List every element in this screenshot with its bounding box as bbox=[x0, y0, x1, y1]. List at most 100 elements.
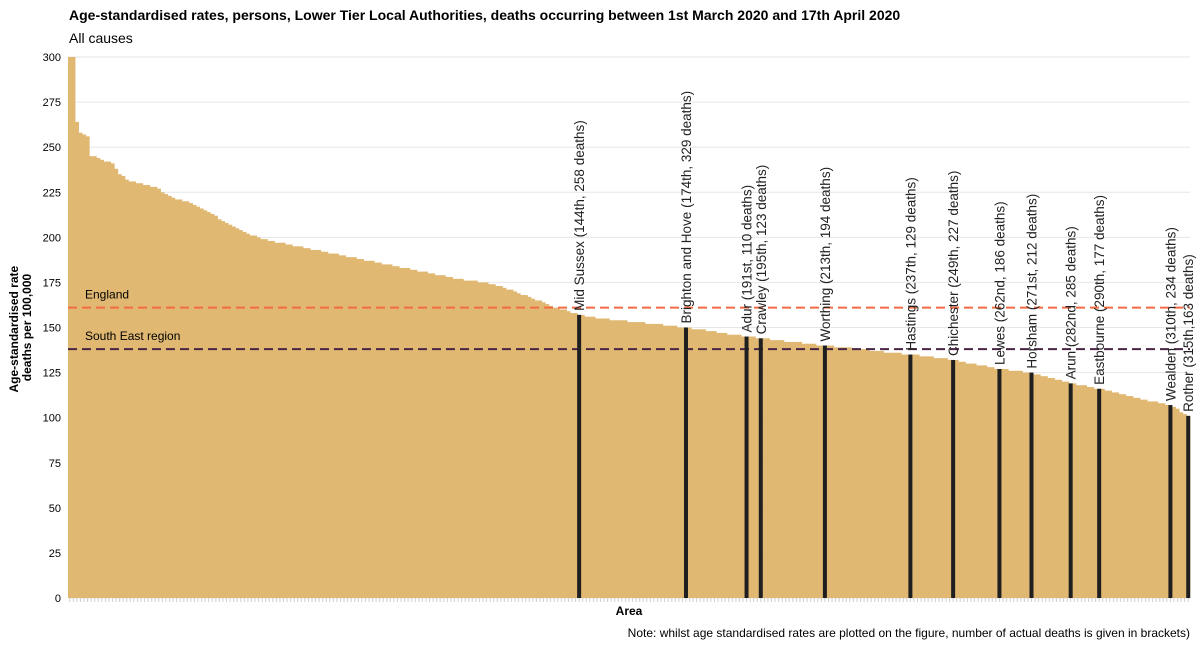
area-bar bbox=[103, 161, 108, 599]
area-bar bbox=[922, 356, 927, 598]
highlighted-bar bbox=[758, 338, 763, 598]
area-bar bbox=[320, 251, 325, 598]
area-bar bbox=[677, 327, 681, 598]
area-bar bbox=[352, 257, 357, 598]
area-bar bbox=[1051, 377, 1055, 598]
area-bar bbox=[331, 253, 336, 598]
area-bar bbox=[413, 269, 418, 598]
area-bar bbox=[1104, 390, 1109, 598]
area-bar bbox=[498, 286, 503, 598]
area-bar bbox=[634, 322, 639, 598]
y-axis-title-line-2: deaths per 100,000 bbox=[20, 273, 34, 381]
y-tick-label: 275 bbox=[43, 97, 61, 109]
highlighted-bar bbox=[908, 354, 913, 598]
area-bar bbox=[912, 354, 917, 598]
y-axis-title-line-1: Age-standardised rate bbox=[7, 265, 21, 392]
area-bar bbox=[114, 168, 119, 598]
area-bar bbox=[602, 318, 607, 598]
area-bar bbox=[445, 277, 450, 598]
area-bar bbox=[598, 318, 603, 598]
area-bar bbox=[481, 282, 486, 598]
area-bar bbox=[812, 343, 817, 598]
area-bar bbox=[263, 239, 268, 599]
area-bar bbox=[840, 347, 845, 598]
area-bar bbox=[894, 352, 899, 598]
area-bar bbox=[178, 199, 183, 599]
area-bar bbox=[434, 275, 439, 598]
area-bar bbox=[206, 212, 211, 598]
area-bar bbox=[734, 334, 738, 598]
area-bar bbox=[630, 322, 635, 598]
area-bar bbox=[488, 284, 493, 598]
area-bar bbox=[174, 199, 179, 599]
area-bar bbox=[1179, 412, 1184, 598]
y-axis-tick-labels: 0 25 50 75 100 125 150 175 200 225 250 275 300 bbox=[43, 52, 61, 605]
area-bar bbox=[805, 343, 810, 598]
area-bar bbox=[876, 350, 881, 598]
area-bar bbox=[972, 363, 977, 598]
area-bar bbox=[466, 280, 471, 598]
area-bar bbox=[100, 159, 104, 599]
y-tick-label: 250 bbox=[43, 142, 61, 154]
y-tick-label: 0 bbox=[55, 593, 61, 605]
highlighted-bar-label: Worthing (213th, 194 deaths) bbox=[818, 167, 833, 342]
area-bar bbox=[937, 358, 941, 598]
area-bar bbox=[545, 304, 550, 598]
area-bar bbox=[940, 358, 945, 598]
area-bar bbox=[798, 341, 803, 598]
area-bar bbox=[990, 367, 995, 598]
area-bar bbox=[463, 280, 468, 598]
area-bar bbox=[755, 338, 760, 598]
highlighted-bar bbox=[1068, 383, 1073, 598]
area-bar bbox=[1026, 372, 1031, 598]
y-tick-label: 50 bbox=[49, 503, 61, 515]
area-bar bbox=[773, 340, 778, 598]
area-bar bbox=[609, 320, 614, 598]
area-bar bbox=[335, 253, 340, 598]
highlighted-bar bbox=[744, 336, 749, 598]
area-bar bbox=[929, 356, 934, 598]
area-bar bbox=[1129, 396, 1134, 598]
area-bar bbox=[121, 176, 126, 598]
highlighted-bar bbox=[577, 314, 582, 598]
area-bar bbox=[374, 262, 379, 598]
area-bar bbox=[1086, 387, 1091, 598]
area-bar bbox=[520, 295, 525, 598]
area-bar bbox=[1008, 370, 1013, 598]
area-bar bbox=[82, 134, 87, 598]
area-bar bbox=[780, 340, 785, 598]
area-bar bbox=[570, 313, 575, 598]
area-bar bbox=[637, 322, 642, 598]
highlighted-bar bbox=[951, 359, 956, 598]
y-tick-label: 125 bbox=[43, 368, 61, 380]
area-bar bbox=[958, 361, 963, 598]
area-bar bbox=[591, 316, 596, 598]
area-bar bbox=[616, 320, 621, 598]
y-tick-label: 25 bbox=[49, 548, 61, 560]
area-bar bbox=[96, 157, 101, 598]
area-bar bbox=[338, 255, 343, 598]
area-bar bbox=[196, 206, 201, 598]
area-bar bbox=[716, 332, 721, 598]
area-bar bbox=[249, 235, 254, 598]
area-bar bbox=[367, 260, 372, 598]
area-bar bbox=[438, 275, 443, 598]
area-bar bbox=[149, 186, 154, 598]
area-bar bbox=[1118, 394, 1123, 598]
y-tick-label: 225 bbox=[43, 187, 61, 199]
area-bar bbox=[1136, 397, 1141, 598]
area-bar bbox=[1122, 394, 1127, 598]
area-bar bbox=[791, 341, 795, 598]
area-bar bbox=[623, 320, 628, 598]
area-bar bbox=[659, 323, 664, 598]
area-bar bbox=[555, 307, 560, 598]
area-bar bbox=[1011, 370, 1016, 598]
area-bar bbox=[1161, 403, 1166, 598]
area-bar bbox=[730, 334, 735, 598]
area-bar bbox=[737, 334, 742, 598]
area-bar bbox=[171, 197, 176, 598]
area-bar bbox=[153, 186, 158, 598]
highlighted-bar-label: Arun (282nd, 285 deaths) bbox=[1064, 226, 1079, 379]
area-bar bbox=[85, 136, 90, 598]
area-bar bbox=[1157, 403, 1162, 598]
